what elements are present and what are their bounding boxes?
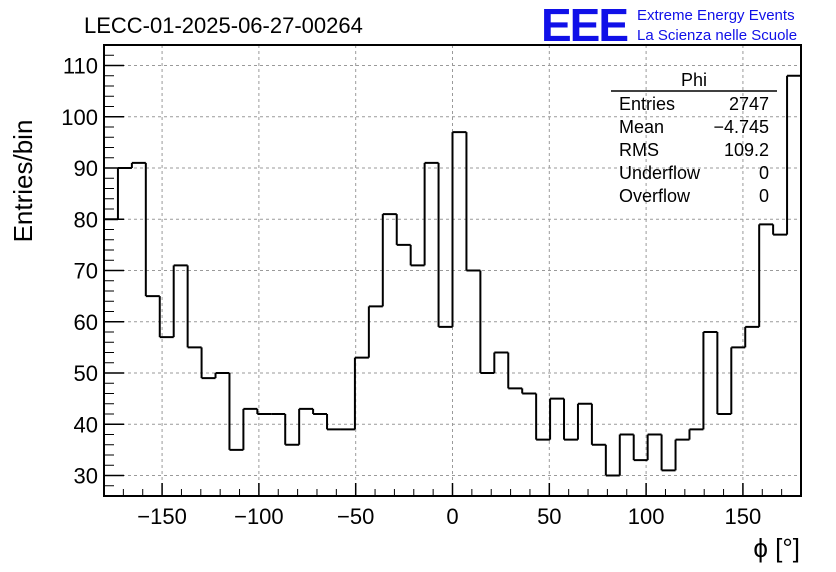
y-tick-label: 100 <box>61 105 98 130</box>
stats-box: Phi Entries 2747 Mean −4.745 RMS 109.2 U… <box>611 70 777 206</box>
axis-ticks <box>104 54 783 496</box>
stats-value-underflow: 0 <box>759 163 769 183</box>
x-tick-label: 0 <box>446 504 458 529</box>
y-tick-label: 70 <box>74 259 98 284</box>
stats-label-underflow: Underflow <box>619 163 701 183</box>
y-tick-labels: 30 40 50 60 70 80 90 100 110 <box>61 54 98 489</box>
stats-value-rms: 109.2 <box>724 140 769 160</box>
x-tick-labels: −150 −100 −50 0 50 100 150 <box>137 504 761 529</box>
stats-title: Phi <box>681 70 707 90</box>
y-tick-label: 30 <box>74 464 98 489</box>
logo-line-2: La Scienza nelle Scuole <box>637 27 797 44</box>
x-tick-label: 50 <box>537 504 561 529</box>
y-tick-label: 50 <box>74 361 98 386</box>
y-tick-label: 80 <box>74 207 98 232</box>
plot-frame <box>103 44 802 497</box>
stats-label-entries: Entries <box>619 94 675 114</box>
stats-value-mean: −4.745 <box>713 117 769 137</box>
stats-value-entries: 2747 <box>729 94 769 114</box>
x-tick-label: −100 <box>234 504 284 529</box>
x-tick-label: 150 <box>725 504 762 529</box>
stats-label-overflow: Overflow <box>619 186 691 206</box>
y-tick-label: 60 <box>74 310 98 335</box>
x-tick-label: −150 <box>137 504 187 529</box>
logo-line-1: Extreme Energy Events <box>637 7 795 24</box>
stats-label-rms: RMS <box>619 140 659 160</box>
y-tick-label: 40 <box>74 412 98 437</box>
y-tick-label: 90 <box>74 156 98 181</box>
x-tick-label: −50 <box>337 504 374 529</box>
y-axis-title: Entries/bin <box>8 120 38 243</box>
stats-value-overflow: 0 <box>759 186 769 206</box>
x-tick-label: 100 <box>628 504 665 529</box>
stats-label-mean: Mean <box>619 117 664 137</box>
histogram-series <box>103 74 801 496</box>
y-tick-label: 110 <box>63 54 98 79</box>
x-axis-title: ϕ [°] <box>753 533 800 563</box>
chart-title: LECC-01-2025-06-27-00264 <box>84 13 363 38</box>
eee-logo: EEE <box>541 0 627 51</box>
